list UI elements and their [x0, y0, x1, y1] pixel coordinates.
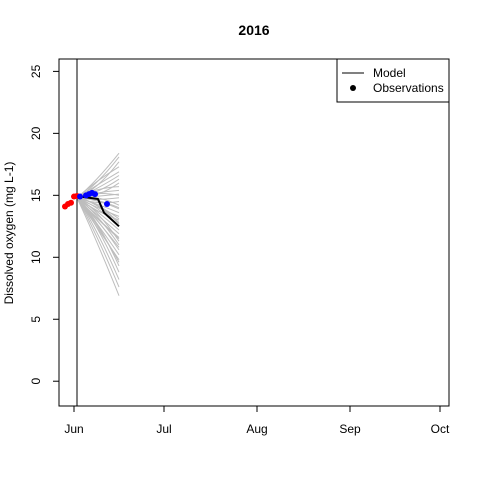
ensemble-lines	[76, 152, 120, 296]
chart-title: 2016	[238, 22, 269, 38]
legend: Model Observations	[336, 58, 450, 103]
observation-point	[104, 200, 110, 207]
y-tick-label: 25	[29, 64, 43, 78]
x-tick-label: Sep	[339, 422, 361, 436]
observation-point	[77, 193, 83, 200]
legend-box	[336, 58, 450, 103]
y-axis-label: Dissolved oxygen (mg L-1)	[2, 162, 16, 305]
x-tick-label: Jul	[156, 422, 171, 436]
y-tick-label: 15	[29, 188, 43, 202]
ensemble-line	[76, 197, 120, 296]
ensemble-line	[76, 197, 120, 288]
x-tick-label: Jun	[64, 422, 83, 436]
x-tick-label: Aug	[246, 422, 267, 436]
x-tick-label: Oct	[431, 422, 450, 436]
ensemble-line	[76, 197, 120, 221]
ensemble-line	[76, 197, 120, 263]
observation-series	[62, 189, 110, 210]
legend-model-label: Model	[373, 66, 406, 80]
y-tick-label: 5	[29, 316, 43, 323]
observation-point	[68, 199, 74, 206]
x-axis: Jun Jul Aug Sep Oct	[64, 406, 450, 436]
y-axis: 0 5 10 15 20 25	[29, 64, 59, 385]
plot-frame	[58, 58, 450, 407]
y-tick-label: 20	[29, 126, 43, 140]
legend-observations-swatch	[350, 85, 356, 91]
y-tick-label: 0	[29, 378, 43, 385]
y-tick-label: 10	[29, 250, 43, 264]
ensemble-line	[76, 197, 120, 261]
observation-point	[92, 191, 98, 198]
legend-observations-label: Observations	[373, 81, 444, 95]
